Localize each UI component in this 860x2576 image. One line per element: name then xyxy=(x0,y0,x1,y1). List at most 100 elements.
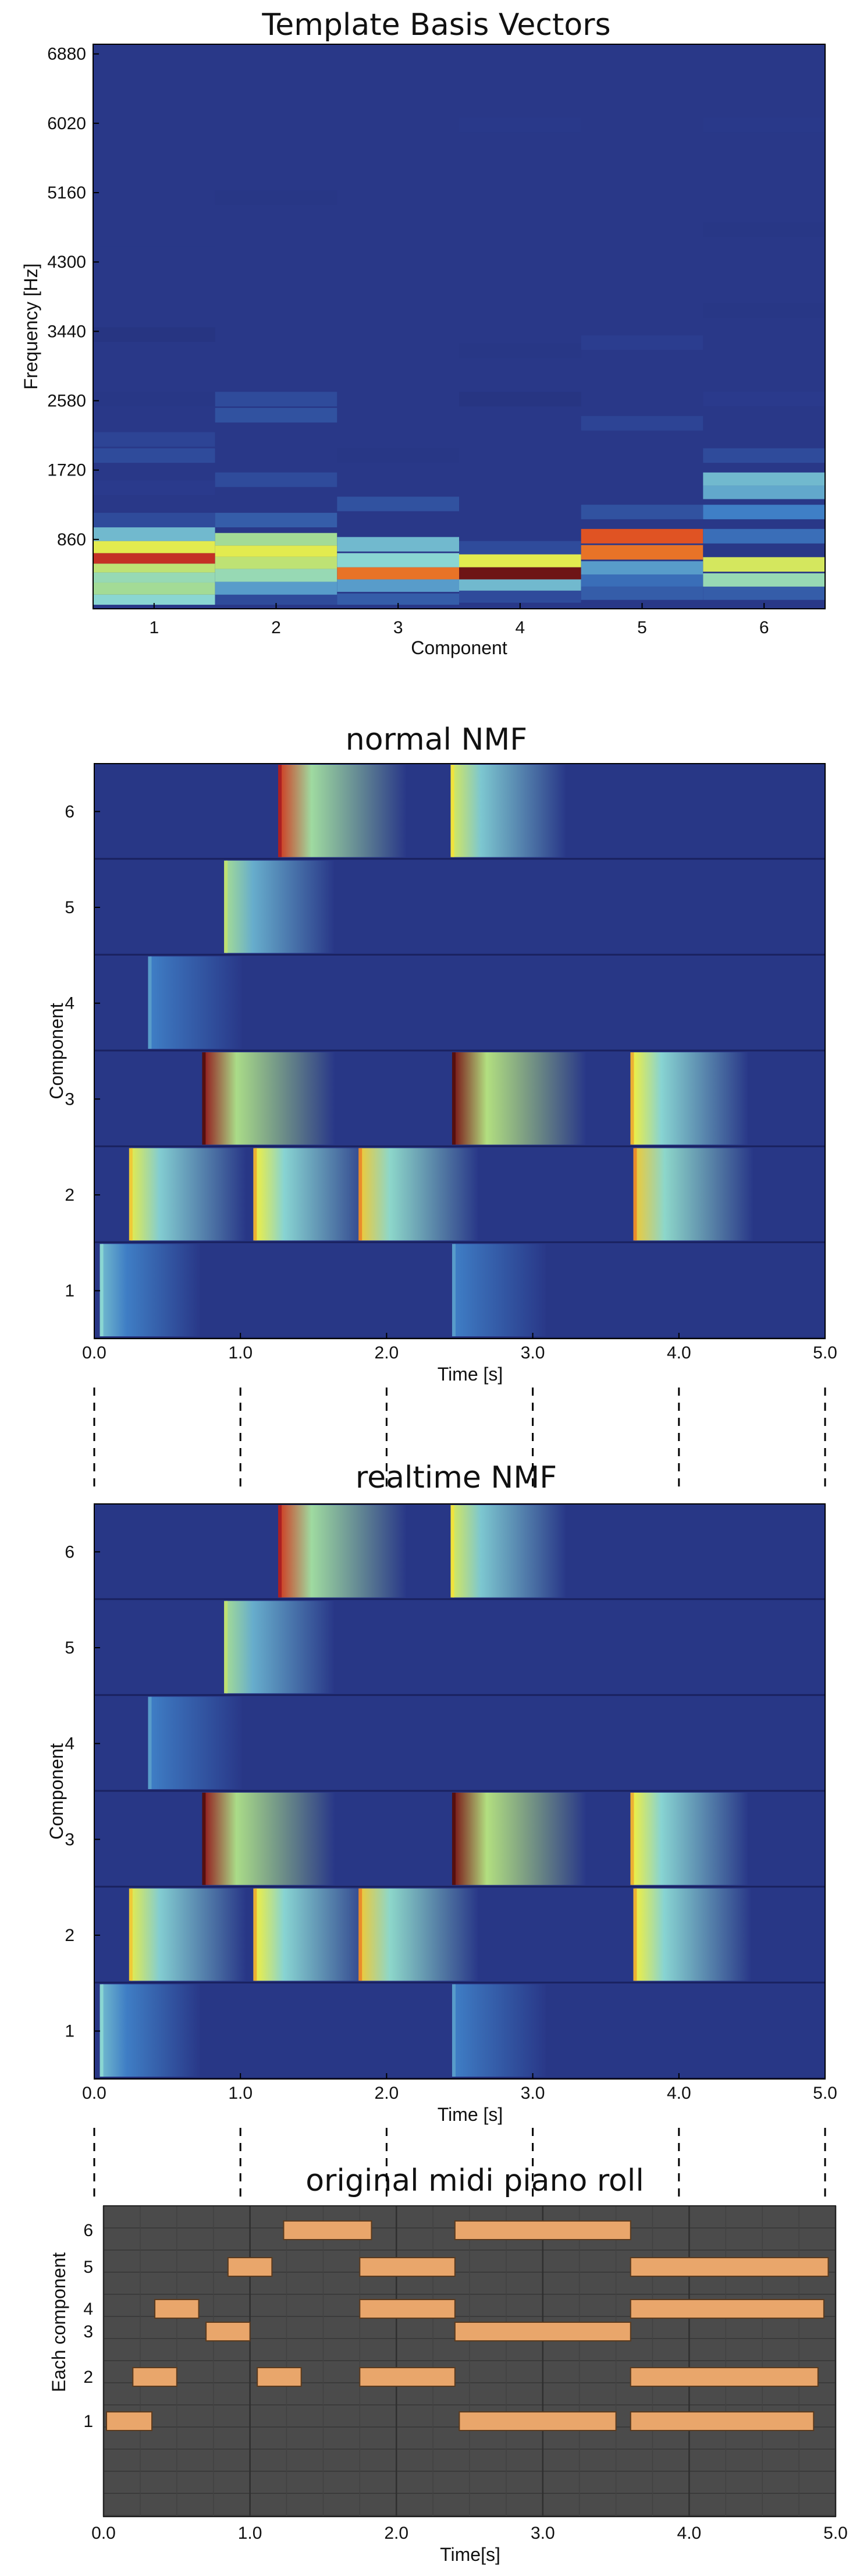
component-2-band xyxy=(215,581,337,595)
realtime-nmf-row-5 xyxy=(94,1599,825,1694)
midi-note-component-4 xyxy=(154,2299,200,2319)
realtime-nmf-onset-peak xyxy=(224,1601,228,1694)
normal-nmf-onset-peak xyxy=(452,1244,456,1336)
component-6-band xyxy=(703,557,825,572)
component-3-column xyxy=(337,44,459,609)
piano-roll-panel: original midi piano roll 1 2 3 4 5 6 0.0 1.0 2.… xyxy=(48,2163,848,2565)
realtime-nmf-activation xyxy=(632,1793,748,1885)
normal-nmf-time-ticks: 0.0 1.0 2.0 3.0 4.0 5.0 xyxy=(82,1333,837,1362)
midi-note-component-4 xyxy=(359,2299,456,2319)
normal-nmf-ytick-label: 5 xyxy=(65,898,74,917)
realtime-nmf-xtick-label: 2.0 xyxy=(375,2084,399,2103)
component-tick-label: 5 xyxy=(637,618,647,637)
component-6-band xyxy=(703,448,825,463)
midi-note-component-2 xyxy=(257,2367,302,2387)
component-ticks: 1 2 3 4 5 6 xyxy=(149,603,769,637)
piano-roll-xtick-label: 5.0 xyxy=(823,2524,848,2543)
normal-nmf-activation xyxy=(453,1244,546,1336)
template-basis-title: Template Basis Vectors xyxy=(261,8,610,42)
component-1-band xyxy=(93,480,215,495)
template-basis-heatmap xyxy=(93,44,825,609)
piano-roll-grid xyxy=(102,2206,837,2517)
normal-nmf-activation xyxy=(452,765,566,857)
component-2-band xyxy=(215,190,337,205)
piano-roll-xtick-label: 4.0 xyxy=(677,2524,702,2543)
component-6-band xyxy=(703,392,825,407)
normal-nmf-onset-peak xyxy=(630,1052,634,1145)
realtime-nmf-activation xyxy=(280,1505,406,1598)
component-1-band xyxy=(93,448,215,463)
template-basis-panel: Template Basis Vectors 6880 6020 5160 4300 3… xyxy=(20,8,826,658)
realtime-nmf-activation xyxy=(150,1697,242,1789)
normal-nmf-onset-peak xyxy=(202,1052,206,1145)
normal-nmf-activation xyxy=(255,1148,371,1241)
normal-nmf-onset-peak xyxy=(358,1148,363,1241)
normal-nmf-onset-peak xyxy=(253,1148,257,1241)
midi-note-component-1 xyxy=(459,2411,617,2431)
component-tick-label: 4 xyxy=(515,618,525,637)
component-2-band xyxy=(215,407,337,423)
realtime-nmf-activation xyxy=(452,1505,566,1598)
normal-nmf-onset-peak xyxy=(148,956,152,1049)
normal-nmf-onset-peak xyxy=(129,1148,133,1241)
normal-nmf-activation xyxy=(360,1148,478,1241)
frequency-tick-label: 2580 xyxy=(47,391,86,410)
piano-roll-ytick-label: 5 xyxy=(83,2258,93,2277)
component-1-band xyxy=(93,582,215,595)
realtime-nmf-onset-peak xyxy=(202,1793,206,1885)
frequency-tick-label: 3440 xyxy=(47,322,86,341)
realtime-nmf-panel: realtime NMF 1 2 3 4 5 6 0.0 1.0 2.0 3.0 4.0 5.0 C… xyxy=(46,1460,837,2125)
frequency-tick-label: 860 xyxy=(57,530,86,549)
realtime-nmf-time-ticks: 0.0 1.0 2.0 3.0 4.0 5.0 xyxy=(82,2073,837,2103)
normal-nmf-activation xyxy=(226,860,335,953)
frequency-tick-label: 6880 xyxy=(47,45,86,64)
component-3-band xyxy=(337,448,459,463)
normal-nmf-panel: normal NMF 1 2 3 4 5 6 0.0 1.0 2.0 3.0 4.0 5.0 Com… xyxy=(46,722,837,1385)
realtime-nmf-onset-peak xyxy=(358,1888,363,1981)
component-6-band xyxy=(703,118,825,133)
realtime-nmf-ytick-label: 5 xyxy=(65,1638,74,1658)
component-2-band xyxy=(215,556,337,569)
normal-nmf-activation xyxy=(204,1052,335,1145)
midi-note-component-1 xyxy=(106,2411,153,2431)
realtime-nmf-onset-peak xyxy=(129,1888,133,1981)
component-3-band xyxy=(337,496,459,512)
component-6-band xyxy=(703,573,825,587)
realtime-nmf-title: realtime NMF xyxy=(356,1460,557,1495)
realtime-nmf-ytick-label: 3 xyxy=(65,1830,74,1849)
midi-note-component-2 xyxy=(630,2367,819,2387)
frequency-axis-label: Frequency [Hz] xyxy=(20,264,41,390)
component-5-band xyxy=(581,528,703,544)
component-6-band xyxy=(703,528,825,544)
component-4-column xyxy=(459,44,581,609)
component-3-band xyxy=(337,567,459,580)
piano-roll-notes xyxy=(106,2220,829,2431)
realtime-nmf-ylabel: Component xyxy=(46,1743,67,1840)
component-6-band xyxy=(703,586,825,600)
realtime-nmf-heatmap xyxy=(94,1504,825,2080)
piano-roll-xtick-label: 0.0 xyxy=(91,2524,116,2543)
normal-nmf-activation xyxy=(453,1052,586,1145)
realtime-nmf-xtick-label: 1.0 xyxy=(228,2084,253,2103)
realtime-nmf-activation xyxy=(635,1888,751,1981)
component-1-band xyxy=(93,553,215,564)
component-4-band xyxy=(459,118,581,133)
component-1-band xyxy=(93,572,215,583)
component-4-band xyxy=(459,579,581,591)
piano-roll-ytick-label: 2 xyxy=(83,2368,93,2387)
component-2-band xyxy=(215,533,337,546)
normal-nmf-ytick-label: 2 xyxy=(65,1186,74,1205)
realtime-nmf-onset-peak xyxy=(278,1505,282,1598)
midi-note-component-1 xyxy=(630,2411,815,2431)
realtime-nmf-onset-peak xyxy=(148,1697,152,1789)
normal-nmf-onset-peak xyxy=(99,1244,104,1336)
midi-note-component-3 xyxy=(454,2322,631,2341)
normal-nmf-heatmap xyxy=(94,764,825,1339)
realtime-nmf-activation xyxy=(453,1793,586,1885)
component-tick-label: 3 xyxy=(393,618,403,637)
component-1-band xyxy=(93,432,215,447)
normal-nmf-activation xyxy=(632,1052,748,1145)
realtime-nmf-activation xyxy=(204,1793,335,1885)
piano-roll-component-ticks: 1 2 3 4 5 6 xyxy=(83,2221,93,2431)
